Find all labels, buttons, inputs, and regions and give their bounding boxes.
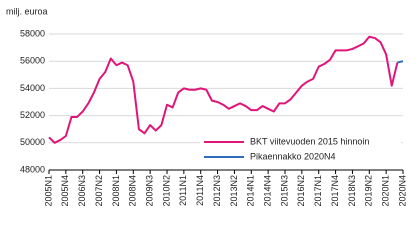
x-tick-label: 2008N4 bbox=[128, 175, 138, 207]
x-tick-label: 2005N4 bbox=[60, 175, 70, 207]
x-tick-label: 2011N1 bbox=[178, 175, 188, 206]
x-tick-label: 2015N3 bbox=[279, 175, 289, 207]
y-tick-label: 54000 bbox=[20, 83, 45, 93]
x-tick-label: 2018N3 bbox=[347, 175, 357, 207]
x-tick-label: 2009N3 bbox=[145, 175, 155, 207]
legend-label: BKT viitevuoden 2015 hinnoin bbox=[250, 136, 369, 146]
x-tick-label: 2014N1 bbox=[246, 175, 256, 207]
page: milj. euroa 48000 50000 52000 54000 56000 580… bbox=[6, 6, 408, 207]
x-tick-label: 2020N4 bbox=[397, 175, 407, 207]
data-line bbox=[397, 60, 404, 64]
y-tick-label: 50000 bbox=[20, 137, 45, 147]
y-tick-label: 52000 bbox=[20, 110, 45, 120]
x-tick-label: 2016N2 bbox=[296, 175, 306, 207]
y-tick-label: 56000 bbox=[20, 56, 45, 66]
data-line bbox=[48, 35, 399, 144]
x-tick-label: 2017N4 bbox=[330, 175, 340, 207]
x-tick-label: 2006N3 bbox=[77, 175, 87, 207]
x-tick-label: 2008N1 bbox=[111, 175, 121, 207]
x-tick-label: 2017N1 bbox=[313, 175, 323, 207]
legend-label: Pikaennakko 2020N4 bbox=[250, 151, 336, 161]
x-tick-label: 2019N2 bbox=[364, 175, 374, 207]
y-axis-label: milj. euroa bbox=[6, 6, 48, 16]
chart: milj. euroa 48000 50000 52000 54000 56000 580… bbox=[6, 6, 407, 207]
legend-box bbox=[200, 134, 401, 166]
x-tick-label: 2014N4 bbox=[263, 175, 273, 207]
y-tick-label: 58000 bbox=[20, 28, 45, 38]
x-tick-label: 2005N1 bbox=[43, 175, 53, 207]
x-tick-label: 2007N2 bbox=[94, 175, 104, 207]
x-tick-label: 2010N2 bbox=[161, 175, 171, 207]
x-tick-label: 2013N2 bbox=[229, 175, 239, 207]
y-tick-label: 48000 bbox=[20, 164, 45, 174]
x-tick-label: 2012N3 bbox=[212, 175, 222, 207]
x-tick-label: 2020N1 bbox=[381, 175, 391, 207]
x-tick-label: 2011N4 bbox=[195, 175, 205, 206]
